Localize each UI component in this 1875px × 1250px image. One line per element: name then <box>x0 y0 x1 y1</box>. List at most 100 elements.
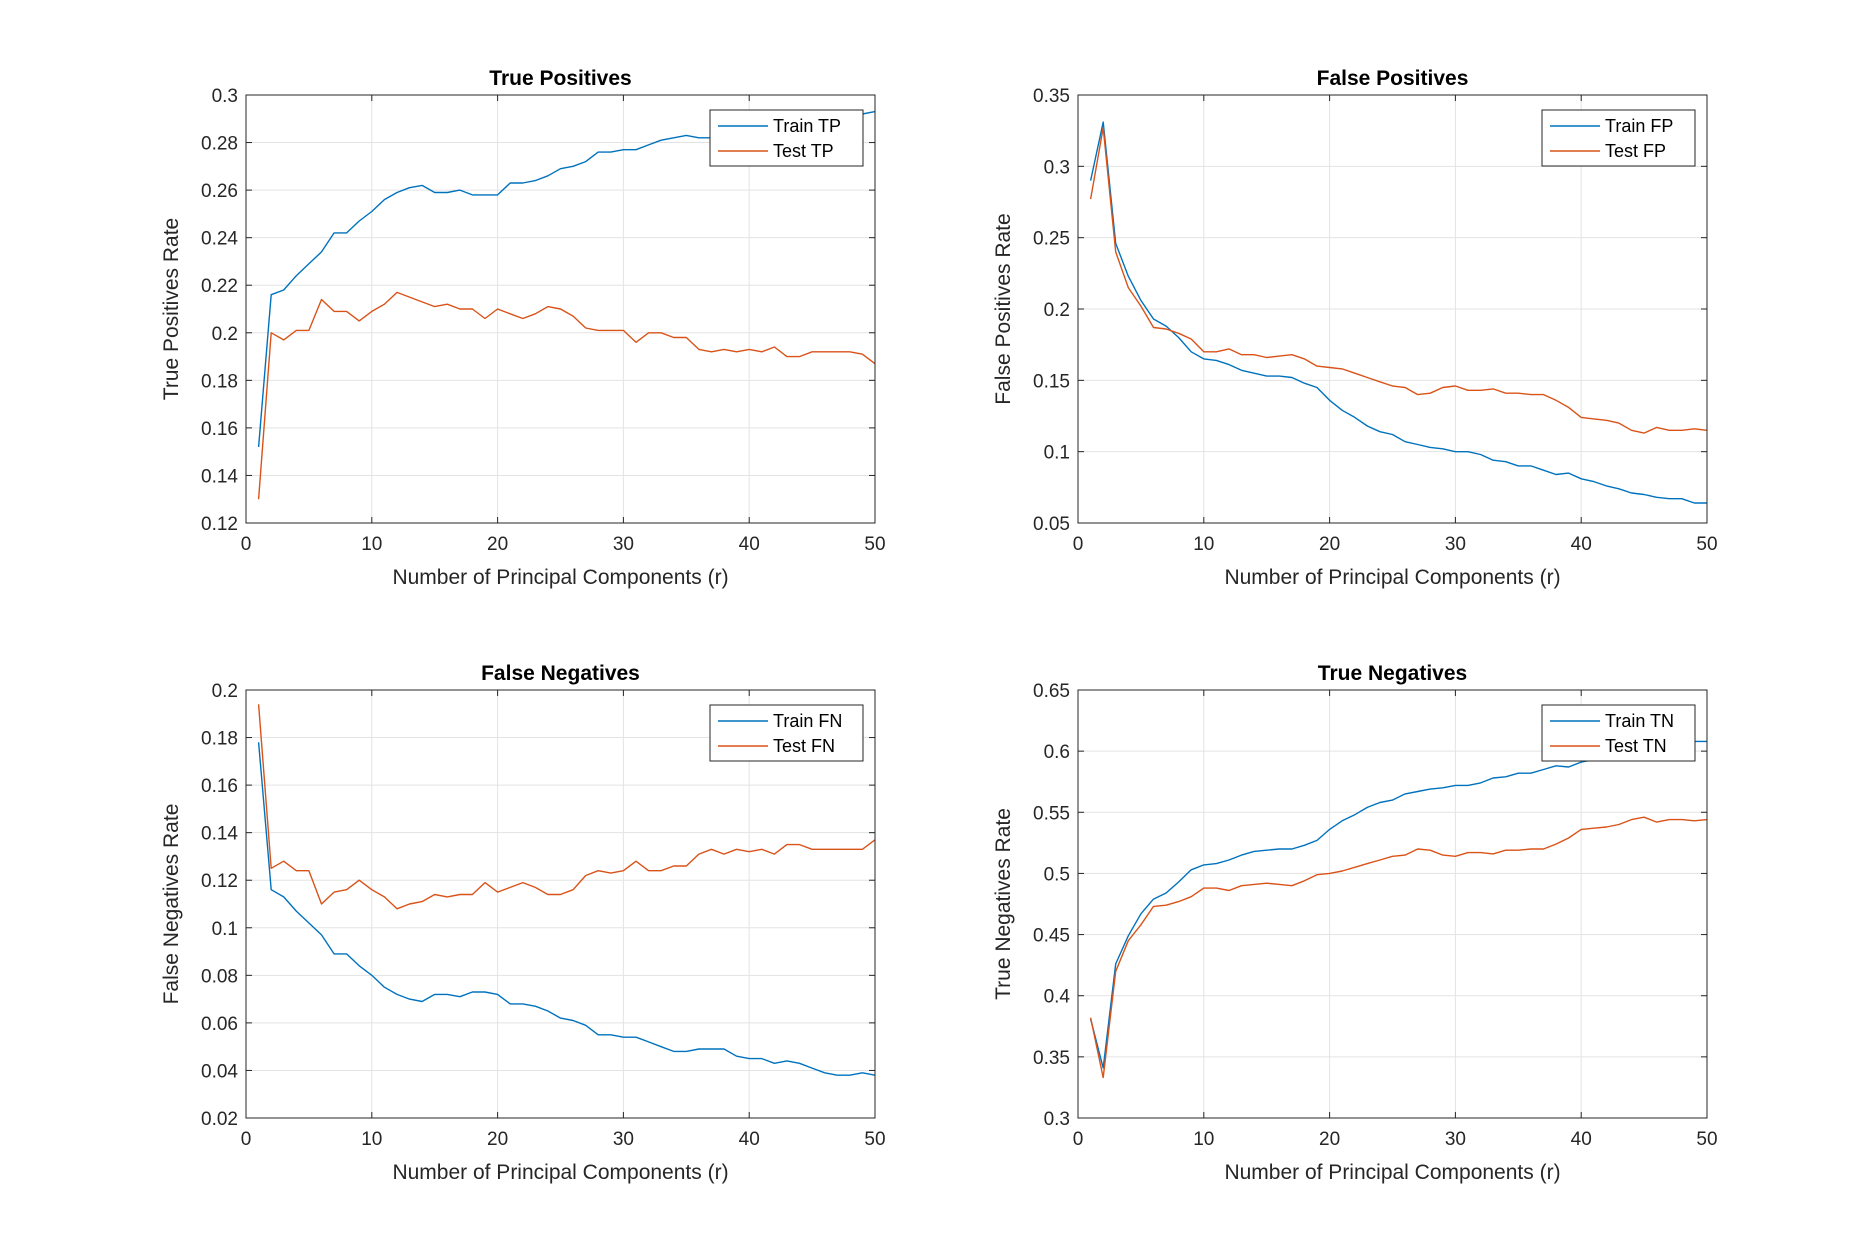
legend: Train FP Test FP <box>1541 109 1696 167</box>
y-tick-label: 0.04 <box>201 1061 238 1082</box>
y-tick-label: 0.65 <box>1033 681 1070 702</box>
x-tick-label: 30 <box>613 1129 634 1150</box>
y-tick-label: 0.14 <box>201 824 238 845</box>
y-tick-label: 0.35 <box>1033 1048 1070 1069</box>
legend-box <box>709 704 864 762</box>
x-tick-label: 10 <box>361 1129 382 1150</box>
x-tick-label: 0 <box>241 534 252 555</box>
x-tick-label: 50 <box>864 1129 885 1150</box>
y-tick-label: 0.28 <box>201 134 238 155</box>
legend-label: Test FN <box>773 736 835 756</box>
x-tick-label: 50 <box>1696 534 1717 555</box>
legend-box <box>1541 109 1696 167</box>
y-tick-label: 0.15 <box>1033 371 1070 392</box>
axes-box <box>245 94 876 524</box>
y-tick-label: 0.16 <box>201 419 238 440</box>
legend-label: Train TP <box>773 116 841 136</box>
legend: Train FN Test FN <box>709 704 864 762</box>
y-tick-label: 0.26 <box>201 181 238 202</box>
x-tick-label: 30 <box>1445 1129 1466 1150</box>
x-tick-label: 20 <box>1319 534 1340 555</box>
legend-box <box>1541 704 1696 762</box>
y-tick-label: 0.55 <box>1033 803 1070 824</box>
x-tick-label: 20 <box>1319 1129 1340 1150</box>
x-tick-label: 0 <box>1073 534 1084 555</box>
legend-label: Train FP <box>1605 116 1673 136</box>
chart-panel-4: 0 10 20 30 40 50 0.3 0.35 0.4 0.45 0.5 0.55 0.6 0.65 T… <box>992 662 1718 1184</box>
x-tick-label: 0 <box>241 1129 252 1150</box>
x-axis-label: Number of Principal Components (r) <box>392 566 728 589</box>
y-axis-label: False Negatives Rate <box>160 804 183 1005</box>
y-tick-label: 0.2 <box>1044 300 1070 321</box>
x-tick-label: 10 <box>1193 534 1214 555</box>
y-tick-label: 0.3 <box>1044 1109 1070 1130</box>
y-tick-label: 0.14 <box>201 466 238 487</box>
y-tick-label: 0.16 <box>201 776 238 797</box>
x-tick-label: 10 <box>1193 1129 1214 1150</box>
x-tick-label: 40 <box>1571 534 1592 555</box>
y-tick-label: 0.06 <box>201 1014 238 1035</box>
y-axis-label: True Negatives Rate <box>992 808 1015 1000</box>
x-axis-label: Number of Principal Components (r) <box>392 1161 728 1184</box>
legend: Train TP Test TP <box>709 109 864 167</box>
x-tick-label: 40 <box>739 1129 760 1150</box>
x-tick-label: 20 <box>487 1129 508 1150</box>
legend-box <box>709 109 864 167</box>
y-tick-label: 0.4 <box>1044 987 1071 1008</box>
x-axis-label: Number of Principal Components (r) <box>1224 1161 1560 1184</box>
series-line-train-fp <box>1089 121 1707 504</box>
series-line-train-fn <box>257 742 876 1076</box>
series-line-test-fp <box>1089 127 1708 434</box>
x-tick-label: 30 <box>613 534 634 555</box>
y-tick-label: 0.35 <box>1033 86 1070 107</box>
y-tick-label: 0.18 <box>201 371 238 392</box>
legend-label: Test FP <box>1605 141 1666 161</box>
series-line-test-fn <box>257 704 876 910</box>
x-tick-label: 10 <box>361 534 382 555</box>
chart-title: False Negatives <box>481 662 640 685</box>
y-tick-label: 0.12 <box>201 514 238 535</box>
y-tick-label: 0.02 <box>201 1109 238 1130</box>
x-tick-label: 30 <box>1445 534 1466 555</box>
y-tick-label: 0.12 <box>201 871 238 892</box>
y-tick-label: 0.5 <box>1044 864 1070 885</box>
chart-panel-1: 0 10 20 30 40 50 0.12 0.14 0.16 0.18 0.2 0.22 0.24 0.… <box>160 67 886 589</box>
y-tick-label: 0.22 <box>201 276 238 297</box>
x-tick-label: 40 <box>1571 1129 1592 1150</box>
series-line-test-tn <box>1089 816 1708 1079</box>
y-tick-label: 0.45 <box>1033 926 1070 947</box>
x-tick-label: 50 <box>1696 1129 1717 1150</box>
y-tick-label: 0.3 <box>212 86 238 107</box>
y-tick-label: 0.2 <box>212 324 238 345</box>
legend-label: Test TP <box>773 141 834 161</box>
chart-panel-3: 0 10 20 30 40 50 0.02 0.04 0.06 0.08 0.1 0.12 0.14 0.… <box>160 662 886 1184</box>
chart-panel-2: 0 10 20 30 40 50 0.05 0.1 0.15 0.2 0.25 0.3 0.35 Fals… <box>992 67 1718 589</box>
x-tick-label: 50 <box>864 534 885 555</box>
y-tick-label: 0.18 <box>201 729 238 750</box>
x-tick-label: 40 <box>739 534 760 555</box>
y-tick-label: 0.1 <box>1044 443 1070 464</box>
y-axis-label: True Positives Rate <box>160 218 183 400</box>
grid <box>245 94 876 524</box>
chart-title: True Positives <box>489 67 631 90</box>
x-tick-label: 20 <box>487 534 508 555</box>
legend: Train TN Test TN <box>1541 704 1696 762</box>
legend-label: Train FN <box>773 711 842 731</box>
axes-box <box>245 689 876 1119</box>
y-tick-label: 0.1 <box>212 919 238 940</box>
y-tick-label: 0.24 <box>201 229 238 250</box>
x-tick-label: 0 <box>1073 1129 1084 1150</box>
x-axis-label: Number of Principal Components (r) <box>1224 566 1560 589</box>
y-tick-label: 0.05 <box>1033 514 1070 535</box>
y-tick-label: 0.25 <box>1033 229 1070 250</box>
y-tick-label: 0.3 <box>1044 157 1070 178</box>
series-line-test-tp <box>257 291 876 500</box>
y-tick-label: 0.2 <box>212 681 238 702</box>
chart-title: True Negatives <box>1318 662 1467 685</box>
legend-label: Test TN <box>1605 736 1667 756</box>
y-tick-label: 0.6 <box>1044 742 1070 763</box>
legend-label: Train TN <box>1605 711 1674 731</box>
y-axis-label: False Positives Rate <box>992 213 1015 404</box>
chart-title: False Positives <box>1317 67 1469 90</box>
